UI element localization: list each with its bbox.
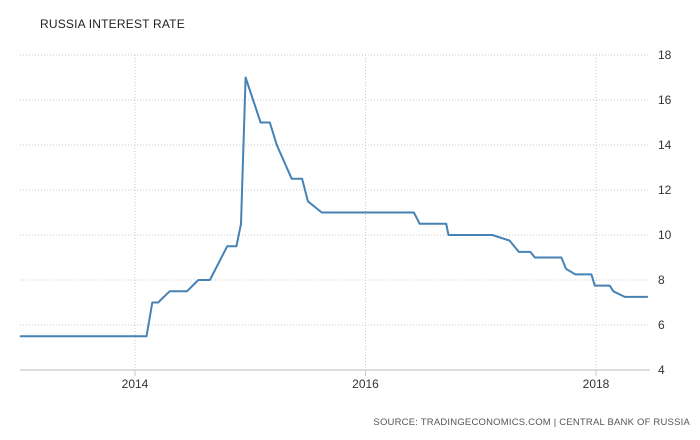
chart-axes: 4 6 8 10 12 14 16 18 2014 2016 2018 [20, 48, 672, 391]
chart-plot-area [19, 76, 648, 338]
y-tick-label: 8 [658, 273, 665, 287]
y-tick-label: 12 [658, 183, 672, 197]
chart-grid [20, 54, 650, 370]
y-tick-label: 4 [658, 363, 665, 377]
y-tick-label: 6 [658, 318, 665, 332]
y-tick-label: 10 [658, 228, 672, 242]
chart-source: SOURCE: TRADINGECONOMICS.COM | CENTRAL B… [373, 417, 690, 428]
x-tick-label: 2018 [583, 377, 610, 391]
x-tick-label: 2014 [122, 377, 149, 391]
x-tick-label: 2016 [352, 377, 379, 391]
y-tick-label: 18 [658, 48, 672, 62]
chart-title: RUSSIA INTEREST RATE [40, 17, 185, 31]
y-tick-label: 14 [658, 138, 672, 152]
series-line [19, 76, 648, 338]
y-tick-label: 16 [658, 93, 672, 107]
